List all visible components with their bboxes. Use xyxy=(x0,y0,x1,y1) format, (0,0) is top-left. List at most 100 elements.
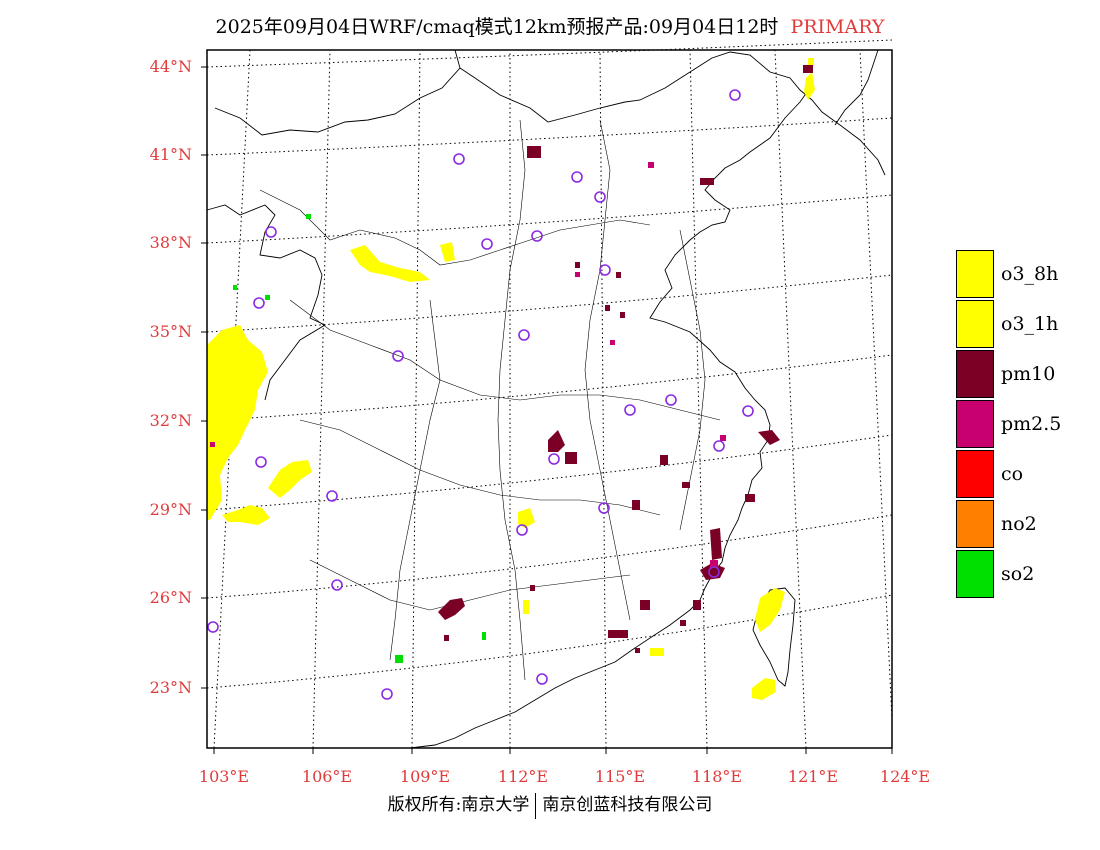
lat-ticks xyxy=(201,66,207,689)
lat-line-23 xyxy=(206,594,893,689)
pm10-cell-jiangsu-east xyxy=(620,312,625,318)
station-marker xyxy=(548,453,560,465)
legend-swatch xyxy=(956,450,994,498)
lon-label: 109°E xyxy=(400,767,450,786)
legend-swatch xyxy=(956,300,994,348)
copyright-owner: 版权所有:南京大学 xyxy=(387,795,530,815)
lon-label: 118°E xyxy=(692,767,742,786)
legend-swatch xyxy=(956,250,994,298)
lat-label: 32°N xyxy=(150,411,192,430)
legend-label: o3_1h xyxy=(1001,313,1059,335)
station-marker xyxy=(599,264,611,276)
so2-cell-west xyxy=(233,285,237,290)
legend-label: no2 xyxy=(1001,513,1037,535)
pm10-cell-guangxi-east xyxy=(530,585,535,591)
lat-label: 23°N xyxy=(150,678,192,697)
station-marker xyxy=(624,404,636,416)
lat-line-44 xyxy=(206,39,893,68)
lat-line-41 xyxy=(206,117,893,156)
legend-item-co: co xyxy=(956,449,1086,499)
station-marker xyxy=(594,191,606,203)
lon-label: 103°E xyxy=(199,767,249,786)
pm10-area-wuhan xyxy=(548,430,565,452)
lat-label: 41°N xyxy=(150,145,192,164)
lat-line-35 xyxy=(206,274,893,333)
map-frame xyxy=(206,49,893,749)
o3-area-northeast xyxy=(804,72,815,100)
station-marker xyxy=(531,230,543,242)
pm10-cell-jiangxi-south xyxy=(632,500,640,510)
station-marker xyxy=(331,579,343,591)
o3-areas xyxy=(207,58,815,700)
national-border xyxy=(214,49,886,176)
pm10-area-fujian-coast xyxy=(710,528,722,560)
station-marker xyxy=(381,688,393,700)
station-marker xyxy=(392,350,404,362)
o3-area-sichuan xyxy=(268,460,312,498)
legend-label: co xyxy=(1001,463,1024,485)
station-marker xyxy=(536,673,548,685)
o3-area-taiwan-north xyxy=(755,588,785,632)
legend-swatch xyxy=(956,350,994,398)
lon-label: 121°E xyxy=(788,767,838,786)
legend-label: pm2.5 xyxy=(1001,413,1062,435)
o3-cell-north xyxy=(808,58,814,66)
o3-area-taiwan-south xyxy=(752,678,776,700)
station-marker xyxy=(255,456,267,468)
lon-label: 115°E xyxy=(595,767,645,786)
legend-item-pm10: pm10 xyxy=(956,349,1086,399)
pm10-area-fujian xyxy=(700,563,725,580)
so2-cell-guangxi xyxy=(395,655,403,663)
station-markers xyxy=(207,89,754,700)
lon-line-124 xyxy=(859,49,893,721)
copyright-footer: 版权所有:南京大学 南京创蓝科技有限公司 xyxy=(0,790,1100,819)
lon-label: 112°E xyxy=(498,767,548,786)
province-lines xyxy=(259,119,721,681)
o3-area-hunan xyxy=(518,508,535,528)
lat-label: 35°N xyxy=(150,322,192,341)
pm10-cell-guangdong-east xyxy=(680,620,686,626)
lon-line-118 xyxy=(689,49,708,749)
pm25-cell-6 xyxy=(210,442,215,447)
station-marker xyxy=(207,621,219,633)
lat-label: 44°N xyxy=(150,57,192,76)
legend-item-o3-8h: o3_8h xyxy=(956,249,1086,299)
lon-line-106 xyxy=(312,49,331,749)
map-title: 2025年09月04日WRF/cmaq模式12km预报产品:09月04日12时 P… xyxy=(0,12,1100,39)
pm25-cell-1 xyxy=(575,272,580,277)
lon-ticks xyxy=(213,748,893,754)
so2-cell-qinghai xyxy=(265,295,270,300)
boundaries xyxy=(206,49,886,749)
pm10-area-guangxi xyxy=(438,598,465,620)
legend-item-pm25: pm2.5 xyxy=(956,399,1086,449)
o3-area-north xyxy=(440,242,455,262)
lon-label: 124°E xyxy=(880,767,930,786)
pm10-area-shanghai xyxy=(758,430,780,445)
station-marker xyxy=(453,153,465,165)
taiwan-outline xyxy=(752,587,796,687)
lat-label: 38°N xyxy=(150,233,192,252)
pm10-cell-jiangsu xyxy=(605,305,610,311)
pm10-cell-shandong xyxy=(575,262,580,268)
pm10-cell-fujian-south xyxy=(693,600,701,610)
legend-swatch xyxy=(956,400,994,448)
station-marker xyxy=(713,440,725,452)
so2-cell-south xyxy=(482,632,486,640)
pm10-cell-guangdong-north xyxy=(640,600,650,610)
o3-area-southwest xyxy=(222,505,270,525)
lat-line-32 xyxy=(206,354,893,422)
station-marker xyxy=(729,89,741,101)
legend-item-so2: so2 xyxy=(956,549,1086,599)
pm10-cell-jilin xyxy=(803,65,813,73)
pm10-area-hubei xyxy=(565,452,577,464)
footer-separator xyxy=(535,792,537,819)
pm25-cell-3 xyxy=(710,560,718,568)
station-marker xyxy=(253,297,265,309)
pm10-area-liaoning xyxy=(700,178,714,185)
lat-label: 26°N xyxy=(150,588,192,607)
station-marker xyxy=(265,226,277,238)
station-marker xyxy=(598,502,610,514)
pm10-cell-guangxi-south xyxy=(444,635,449,641)
legend-item-no2: no2 xyxy=(956,499,1086,549)
